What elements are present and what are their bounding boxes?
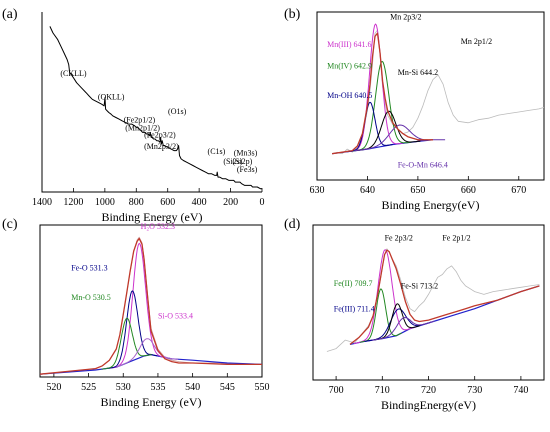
- peak-annotation: (Si2p): [232, 157, 252, 166]
- fit-component-line: [352, 60, 412, 152]
- peak-annotation: (Fe2p3/2): [144, 130, 176, 139]
- panel-c: (c) 520 525 530 535 540 545 550 Binding Energy (…: [2, 217, 270, 409]
- fit-component-line: [101, 317, 152, 370]
- x-tick-label: 400: [192, 197, 207, 208]
- x-tick-label: 740: [513, 385, 528, 396]
- fit-envelope-line: [332, 32, 433, 155]
- peak-label: Fe 2p3/2: [385, 233, 413, 242]
- axis-frame: [312, 224, 545, 381]
- x-tick-label: 1000: [95, 197, 115, 208]
- x-axis-title: Binding Energy (eV): [101, 210, 202, 224]
- x-tick-label: 1400: [32, 197, 52, 208]
- peak-annotation: (Mn2p3/2): [144, 142, 179, 151]
- x-tick-label: 650: [410, 185, 425, 196]
- peak-label: Mn-OH 640.5: [327, 91, 372, 100]
- fit-component-line: [354, 124, 446, 152]
- peak-label: Si-O 533.4: [158, 311, 193, 320]
- peak-annotation: (OKLL): [98, 92, 125, 101]
- peak-label: Mn(III) 641.6: [327, 40, 371, 49]
- fit-component-line: [107, 290, 158, 369]
- survey-spectrum-line: [49, 26, 262, 190]
- axis-frame: [316, 11, 545, 181]
- peak-label: Mn-Si 644.2: [398, 68, 438, 77]
- x-tick-label: 200: [223, 197, 238, 208]
- panel-letter: (b): [284, 7, 301, 22]
- peak-label: Mn-O 530.5: [71, 293, 111, 302]
- raw-spectrum-line: [39, 236, 262, 375]
- x-tick-label: 535: [150, 382, 165, 393]
- peak-annotation: (Fe3s): [237, 165, 258, 174]
- peak-label: Fe-O 531.3: [71, 264, 107, 273]
- x-tick-label: 545: [220, 382, 235, 393]
- x-tick-label: 670: [511, 185, 526, 196]
- peak-annotation: (Mn3s): [234, 149, 258, 158]
- x-tick-label: 660: [461, 185, 476, 196]
- x-tick-label: 600: [160, 197, 175, 208]
- peak-label: Fe 2p1/2: [442, 233, 470, 242]
- peak-annotation: (Si2s): [223, 157, 242, 166]
- fit-envelope-line: [39, 237, 262, 375]
- panel-letter: (d): [284, 217, 301, 232]
- peak-annotation: (O1s): [168, 107, 187, 116]
- x-axis-title: BindingEnergy(eV): [381, 398, 476, 412]
- raw-spectrum-line: [326, 248, 540, 352]
- peak-label: Fe-Si 713.2: [401, 282, 438, 291]
- peak-label: H₂O 532.3: [141, 222, 175, 231]
- fit-component-line: [359, 288, 402, 343]
- peak-annotation: (C1s): [208, 147, 226, 156]
- x-tick-label: 550: [255, 382, 270, 393]
- x-axis-title: Binding Energy(eV): [381, 198, 479, 212]
- fit-component-line: [353, 249, 417, 344]
- x-tick-label: 0: [260, 197, 265, 208]
- peak-annotation: (Mn2p1/2): [125, 124, 160, 133]
- x-tick-label: 640: [360, 185, 375, 196]
- panel-letter: (a): [2, 7, 18, 22]
- peak-annotation: (Fe2p1/2): [124, 115, 156, 124]
- x-tick-label: 530: [116, 382, 131, 393]
- x-tick-label: 800: [129, 197, 144, 208]
- x-tick-label: 540: [185, 382, 200, 393]
- peak-label: Mn 2p3/2: [390, 12, 421, 21]
- panel-a: (a) 1400 1200 1000 800 600 400 200 0 Binding Ener…: [2, 7, 265, 224]
- x-tick-label: 525: [81, 382, 96, 393]
- x-tick-label: 720: [421, 385, 436, 396]
- peak-label: Mn(IV) 642.9: [327, 62, 372, 71]
- fit-component-line: [347, 101, 393, 153]
- fit-component-line: [115, 338, 179, 368]
- x-axis-title: Binding Energy (eV): [100, 395, 201, 409]
- x-tick-label: 700: [329, 385, 344, 396]
- panel-d: (d) 700 710 720 730 740 BindingEnergy(eV) Fe 2p…: [284, 217, 545, 412]
- peak-label: Fe(III) 711.4: [334, 305, 375, 314]
- x-tick-label: 710: [375, 385, 390, 396]
- x-tick-label: 1200: [63, 197, 83, 208]
- fit-component-line: [371, 317, 435, 341]
- x-tick-label: 630: [310, 185, 325, 196]
- panel-letter: (c): [2, 217, 18, 232]
- peak-label: Fe(II) 709.7: [334, 279, 373, 288]
- panel-b: (b) 630 640 650 660 670 Binding Energy(eV) Mn 2…: [284, 7, 545, 212]
- peak-annotation: (CKLL): [60, 69, 87, 78]
- x-tick-label: 520: [46, 382, 61, 393]
- peak-label: Mn 2p1/2: [461, 37, 492, 46]
- peak-label: Fe-O-Mn 646.4: [398, 161, 448, 170]
- fit-component-line: [111, 242, 168, 369]
- fit-envelope-line: [349, 249, 540, 345]
- x-tick-label: 730: [467, 385, 482, 396]
